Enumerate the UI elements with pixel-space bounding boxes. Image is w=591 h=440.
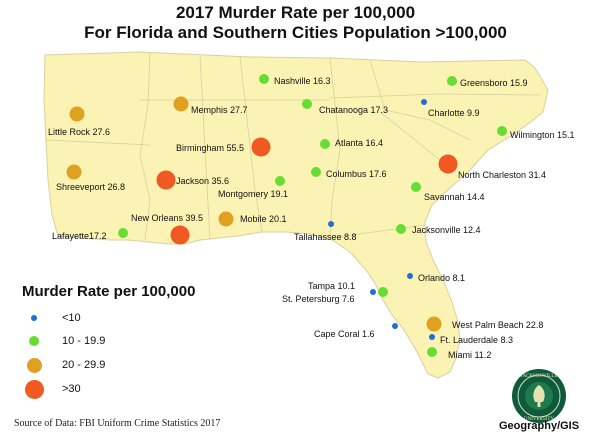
city-marker (426, 316, 442, 332)
city-label: Orlando 8.1 (418, 273, 465, 283)
city-label: Birmingham 55.5 (176, 143, 244, 153)
city-label: Lafayette17.2 (52, 231, 107, 241)
city-label: Jacksonville 12.4 (412, 225, 481, 235)
department-label: Geography/GIS (499, 420, 580, 432)
map-subtitle: For Florida and Southern Cities Populati… (84, 23, 507, 42)
city-marker (411, 182, 421, 192)
city-markers: Nashville 16.3 Greensboro 15.9 Memphis 27.… (48, 74, 575, 360)
university-seal-logo: JACKSONVILLE UNIVERSITY (512, 369, 566, 423)
city-marker (69, 106, 85, 122)
city-label: Nashville 16.3 (274, 76, 331, 86)
city-label: Shreeveport 26.8 (56, 182, 125, 192)
city-label: West Palm Beach 22.8 (452, 320, 543, 330)
city-label: Tallahassee 8.8 (294, 232, 357, 242)
city-label: Montgomery 19.1 (218, 189, 288, 199)
city-marker (438, 154, 458, 174)
city-label: North Charleston 31.4 (458, 170, 546, 180)
svg-text:JACKSONVILLE: JACKSONVILLE (521, 374, 558, 379)
map-title: 2017 Murder Rate per 100,000 (175, 3, 416, 22)
legend-label: 10 - 19.9 (62, 335, 106, 347)
city-marker (173, 96, 189, 112)
city-marker (429, 334, 435, 340)
city-label: Cape Coral 1.6 (314, 329, 375, 339)
city-label: Mobile 20.1 (240, 214, 287, 224)
legend-label: 20 - 29.9 (62, 359, 106, 371)
city-marker (407, 273, 413, 279)
city-marker (447, 76, 457, 86)
city-marker (328, 221, 334, 227)
city-marker (497, 126, 507, 136)
legend-label: >30 (62, 383, 81, 395)
southeast-region-land (43, 51, 549, 379)
city-label: Wilmington 15.1 (510, 130, 575, 140)
city-marker (170, 225, 190, 245)
city-marker (427, 347, 437, 357)
city-marker (378, 287, 388, 297)
city-label: Chatanooga 17.3 (319, 105, 388, 115)
city-marker (156, 170, 176, 190)
city-marker (370, 289, 376, 295)
state-borders (45, 51, 541, 241)
legend-title: Murder Rate per 100,000 (22, 283, 196, 300)
city-label: Charlotte 9.9 (428, 108, 480, 118)
legend-swatch (26, 357, 42, 373)
city-marker (396, 224, 406, 234)
city-marker (320, 139, 330, 149)
city-label: Miami 11.2 (448, 350, 491, 360)
city-marker (251, 137, 271, 157)
city-label: St. Petersburg 7.6 (282, 294, 355, 304)
city-marker (66, 164, 82, 180)
city-marker (302, 99, 312, 109)
legend-swatch (24, 379, 44, 399)
legend-swatch (31, 315, 37, 321)
city-label: Savannah 14.4 (424, 192, 485, 202)
city-label: New Orleans 39.5 (131, 213, 203, 223)
city-marker (421, 99, 427, 105)
legend-swatch (29, 336, 39, 346)
source-note: Source of Data: FBI Uniform Crime Statis… (14, 418, 221, 429)
city-label: Memphis 27.7 (191, 105, 248, 115)
city-marker (275, 176, 285, 186)
city-marker (118, 228, 128, 238)
svg-text:UNIVERSITY: UNIVERSITY (524, 417, 554, 422)
city-label: Little Rock 27.6 (48, 127, 110, 137)
legend-label: <10 (62, 312, 81, 324)
city-marker (392, 323, 398, 329)
city-label: Atlanta 16.4 (335, 138, 383, 148)
city-label: Tampa 10.1 (308, 281, 355, 291)
city-marker (311, 167, 321, 177)
city-label: Greensboro 15.9 (460, 78, 528, 88)
city-label: Columbus 17.6 (326, 169, 387, 179)
city-marker (259, 74, 269, 84)
city-label: Jackson 35.6 (176, 176, 229, 186)
city-label: Ft. Lauderdale 8.3 (440, 335, 513, 345)
city-marker (218, 211, 234, 227)
